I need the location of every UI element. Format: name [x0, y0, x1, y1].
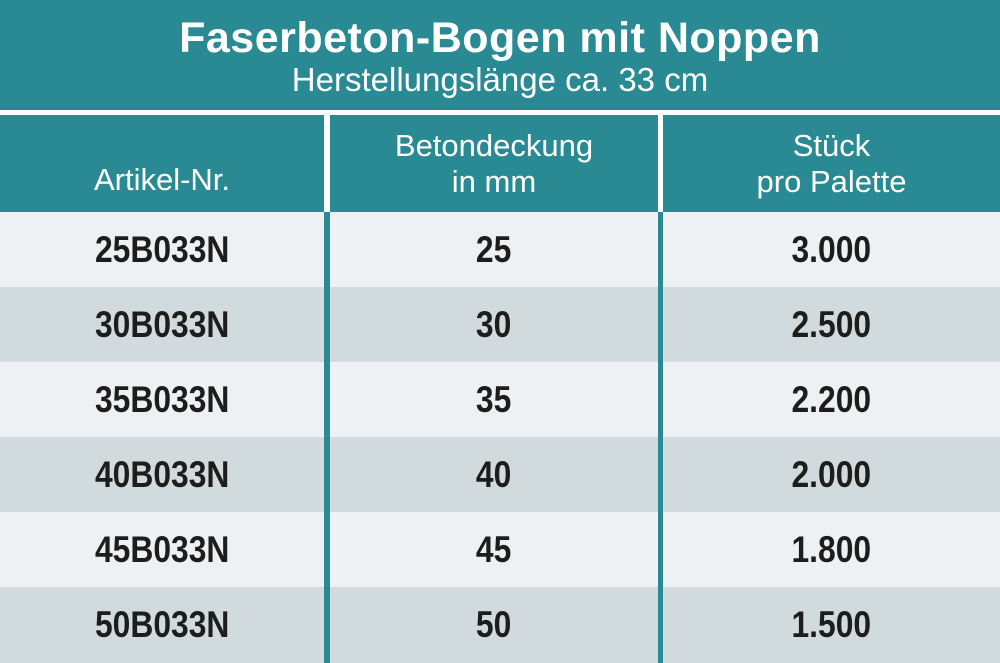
column-divider	[324, 212, 330, 287]
cell-artikel-nr: 25B033N	[94, 228, 230, 270]
column-header-label: Artikel-Nr.	[93, 162, 231, 197]
table-row: 40B033N 40 2.000	[0, 437, 1000, 512]
table-row: 35B033N 35 2.200	[0, 362, 1000, 437]
cell-stueck-pro-palette: 3.000	[791, 228, 872, 270]
column-header-label: Betondeckung	[394, 127, 594, 163]
column-divider	[324, 587, 330, 663]
column-divider	[324, 437, 330, 512]
cell-artikel-nr: 35B033N	[94, 378, 230, 420]
column-divider	[658, 287, 663, 362]
cell-betondeckung: 25	[476, 228, 512, 270]
table-row: 25B033N 25 3.000	[0, 212, 1000, 287]
product-title: Faserbeton-Bogen mit Noppen	[179, 13, 821, 62]
cell-betondeckung: 35	[476, 378, 512, 420]
cell-betondeckung: 50	[476, 604, 512, 645]
title-band: Faserbeton-Bogen mit Noppen Herstellungs…	[0, 0, 1000, 115]
column-divider	[658, 212, 663, 287]
column-divider	[324, 362, 330, 437]
cell-artikel-nr: 50B033N	[94, 604, 230, 645]
cell-artikel-nr: 45B033N	[94, 528, 230, 570]
cell-stueck-pro-palette: 1.500	[791, 604, 872, 645]
table-row: 45B033N 45 1.800	[0, 512, 1000, 587]
column-divider	[324, 512, 330, 587]
column-divider	[324, 287, 330, 362]
column-header-label: pro Palette	[756, 163, 907, 199]
column-header-label: in mm	[451, 163, 537, 199]
column-divider	[658, 362, 663, 437]
column-divider	[658, 512, 663, 587]
column-header-label: Stück	[792, 127, 871, 163]
cell-stueck-pro-palette: 2.500	[791, 303, 872, 345]
cell-artikel-nr: 40B033N	[94, 453, 230, 495]
cell-betondeckung: 45	[476, 528, 512, 570]
column-divider	[658, 115, 663, 212]
column-header-stueck: Stück pro Palette	[663, 115, 1000, 212]
column-divider	[658, 437, 663, 512]
column-divider	[324, 115, 330, 212]
cell-artikel-nr: 30B033N	[94, 303, 230, 345]
cell-stueck-pro-palette: 1.800	[791, 528, 872, 570]
column-header-artikel-nr: Artikel-Nr.	[0, 115, 324, 212]
cell-stueck-pro-palette: 2.200	[791, 378, 872, 420]
table-row: 50B033N 50 1.500	[0, 587, 1000, 663]
column-divider	[658, 587, 663, 663]
cell-stueck-pro-palette: 2.000	[791, 453, 872, 495]
column-header-betondeckung: Betondeckung in mm	[330, 115, 658, 212]
cell-betondeckung: 30	[476, 303, 512, 345]
cell-betondeckung: 40	[476, 453, 512, 495]
table-header-row: Artikel-Nr. Betondeckung in mm Stück pro…	[0, 115, 1000, 212]
product-subtitle: Herstellungslänge ca. 33 cm	[291, 60, 709, 98]
table-row: 30B033N 30 2.500	[0, 287, 1000, 362]
